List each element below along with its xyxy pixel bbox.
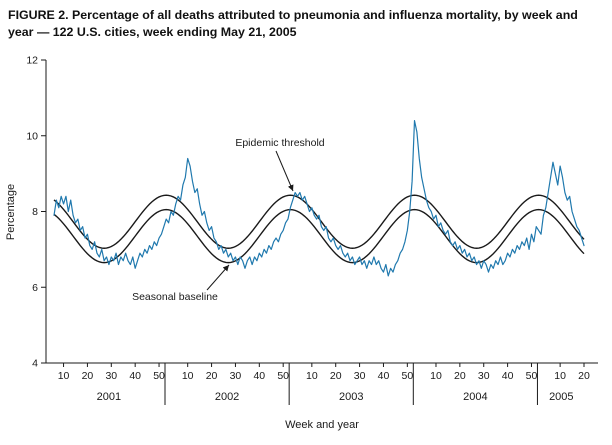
x-tick-label: 40	[253, 370, 265, 382]
x-tick-label: 30	[478, 370, 490, 382]
x-tick-label: 20	[454, 370, 466, 382]
x-tick-label: 20	[330, 370, 342, 382]
year-label: 2003	[339, 391, 363, 403]
x-tick-label: 40	[129, 370, 141, 382]
year-label: 2001	[97, 391, 121, 403]
y-tick-label: 10	[26, 131, 38, 143]
x-tick-label: 50	[153, 370, 165, 382]
x-tick-label: 10	[306, 370, 318, 382]
x-tick-label: 20	[206, 370, 218, 382]
x-tick-label: 30	[105, 370, 117, 382]
x-tick-label: 40	[502, 370, 514, 382]
x-tick-label: 50	[526, 370, 538, 382]
x-tick-label: 50	[277, 370, 289, 382]
x-tick-label: 40	[378, 370, 390, 382]
plot-area: 4 6 8 10 12 10 20 30 40 50 2001 10 20 30 40 50 2002 10 20 3…	[26, 55, 598, 406]
annotation-epidemic-threshold: Epidemic threshold	[235, 137, 324, 149]
x-tick-label: 30	[354, 370, 366, 382]
y-tick-label: 8	[32, 206, 38, 218]
x-tick-label: 10	[430, 370, 442, 382]
seasonal-baseline-arrow	[206, 265, 230, 291]
x-tick-label: 10	[554, 370, 566, 382]
y-axis-label: Percentage	[5, 184, 17, 240]
x-tick-label: 20	[82, 370, 94, 382]
x-tick-label: 30	[230, 370, 242, 382]
x-tick-label: 50	[401, 370, 413, 382]
y-tick-label: 6	[32, 282, 38, 294]
year-label: 2002	[215, 391, 239, 403]
observed-line	[53, 120, 585, 277]
chart: 4 6 8 10 12 10 20 30 40 50 2001 10 20 30 40 50 2002 10 20 3…	[5, 55, 598, 431]
year-label: 2005	[549, 391, 573, 403]
epidemic-threshold-arrow	[275, 151, 294, 192]
x-tick-label: 10	[58, 370, 70, 382]
figure-title: FIGURE 2. Percentage of all deaths attri…	[8, 8, 578, 39]
y-tick-label: 12	[26, 55, 38, 67]
epidemic-threshold-line	[53, 194, 585, 250]
x-tick-label: 20	[578, 370, 590, 382]
x-axis-label: Week and year	[285, 419, 359, 431]
seasonal-baseline-line	[53, 209, 585, 264]
x-tick-label: 10	[182, 370, 194, 382]
annotation-seasonal-baseline: Seasonal baseline	[132, 291, 218, 303]
y-tick-label: 4	[32, 358, 38, 370]
year-label: 2004	[463, 391, 487, 403]
